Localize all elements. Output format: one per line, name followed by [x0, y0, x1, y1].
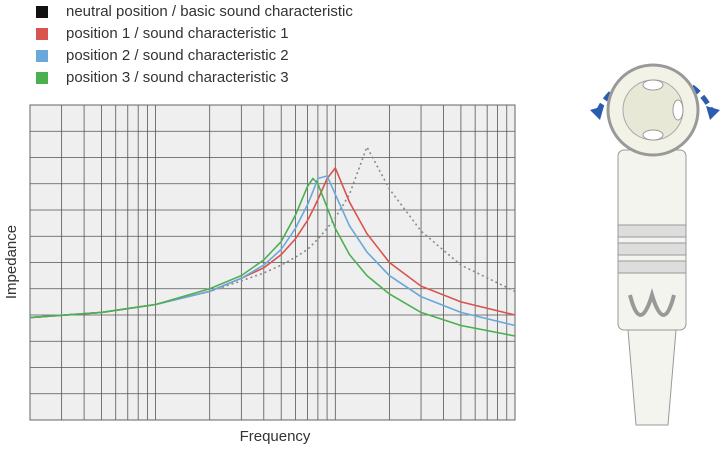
legend-label: position 3 / sound characteristic 3 [66, 69, 289, 86]
plot-area [29, 104, 516, 421]
legend-label: neutral position / basic sound character… [66, 3, 353, 20]
legend-swatch [36, 72, 48, 84]
legend-swatch [36, 50, 48, 62]
series-line [29, 174, 516, 327]
x-axis-label: Frequency [240, 428, 311, 445]
y-axis-label: Impedance [3, 225, 20, 299]
series-line [29, 145, 516, 319]
legend-swatch [36, 28, 48, 40]
plug-illustration [590, 63, 720, 426]
legend-label: position 1 / sound characteristic 1 [66, 25, 289, 42]
legend-label: position 2 / sound characteristic 2 [66, 47, 289, 64]
legend-swatch [36, 6, 48, 18]
series-line [29, 177, 516, 337]
